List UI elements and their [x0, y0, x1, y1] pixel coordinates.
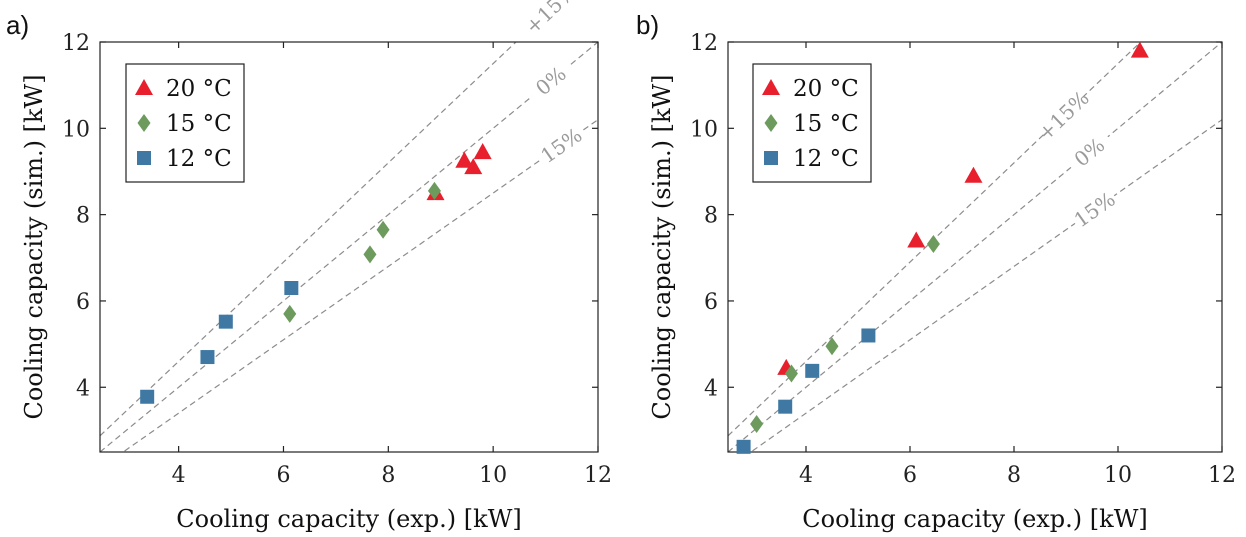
data-point — [964, 166, 983, 183]
data-point — [825, 337, 839, 356]
reference-label-bg — [1067, 185, 1121, 233]
legend-marker — [764, 151, 778, 165]
panel-label: b) — [636, 10, 659, 40]
legend-marker — [137, 114, 151, 132]
y-tick-label: 6 — [76, 290, 90, 315]
data-point — [1130, 41, 1149, 58]
x-tick-label: 12 — [1208, 463, 1236, 488]
y-tick-label: 10 — [690, 117, 718, 142]
y-axis-label: Cooling capacity (sim.) [kW] — [20, 74, 48, 419]
panel-label: a) — [6, 10, 29, 40]
reference-label: +15% — [520, 0, 581, 39]
reference-line — [100, 42, 598, 452]
y-tick-label: 10 — [62, 117, 90, 142]
data-point — [284, 281, 299, 295]
x-tick-label: 4 — [799, 463, 813, 488]
y-tick-label: 4 — [76, 376, 90, 401]
reference-lines — [728, 42, 1222, 452]
legend: 20 °C 15 °C 12 °C — [125, 63, 245, 183]
data-point — [473, 143, 492, 160]
y-tick-label: 12 — [62, 31, 90, 56]
y-axis-label: Cooling capacity (sim.) [kW] — [648, 74, 676, 419]
reference-line — [728, 42, 1142, 437]
legend-marker — [762, 79, 780, 96]
legend-label: 20 °C — [793, 76, 859, 102]
x-tick-label: 4 — [172, 463, 186, 488]
series-diamond — [750, 234, 940, 433]
reference-label-bg — [524, 0, 576, 34]
reference-label-bg — [524, 55, 577, 105]
data-point — [363, 245, 377, 264]
data-point — [750, 414, 764, 433]
reference-line — [728, 42, 1222, 452]
legend-marker — [137, 151, 151, 165]
data-point — [926, 234, 940, 253]
legend-label: 15 °C — [166, 111, 232, 137]
reference-line — [100, 42, 517, 437]
x-tick-label: 8 — [381, 463, 395, 488]
y-tick-label: 12 — [690, 31, 718, 56]
series-diamond — [283, 181, 441, 323]
legend-label: 12 °C — [166, 146, 232, 172]
legend-label: 15 °C — [793, 111, 859, 137]
plot-frame — [99, 41, 599, 453]
y-tick-label: 8 — [704, 204, 718, 229]
y-tick-label: 8 — [76, 204, 90, 229]
reference-label-bg — [534, 120, 588, 169]
data-point — [455, 151, 474, 168]
reference-label-bg — [1037, 89, 1089, 141]
data-point — [200, 350, 215, 365]
data-point — [805, 363, 820, 378]
plot-frame — [727, 41, 1223, 453]
x-tick-label: 6 — [276, 463, 290, 488]
data-point — [140, 389, 155, 404]
reference-line — [749, 119, 1222, 452]
data-point — [907, 231, 926, 248]
x-axis-label: Cooling capacity (exp.) [kW] — [176, 505, 521, 533]
series-square — [736, 328, 876, 454]
data-point — [778, 399, 793, 414]
data-point — [427, 181, 441, 200]
legend-marker — [764, 114, 778, 132]
data-point — [464, 158, 483, 175]
data-point — [861, 328, 876, 343]
reference-line — [122, 119, 598, 452]
x-tick-label: 8 — [1007, 463, 1021, 488]
data-point — [218, 314, 233, 329]
reference-lines — [100, 42, 598, 452]
data-point — [784, 364, 798, 383]
data-point — [283, 304, 297, 323]
data-point — [376, 220, 390, 239]
y-tick-label: 6 — [704, 290, 718, 315]
x-tick-label: 12 — [584, 463, 612, 488]
series-square — [140, 281, 299, 404]
legend: 20 °C 15 °C 12 °C — [752, 63, 872, 183]
reference-label-bg — [1062, 126, 1115, 176]
x-tick-label: 6 — [903, 463, 917, 488]
reference-label: +15% — [1033, 86, 1094, 146]
legend-label: 20 °C — [166, 76, 232, 102]
legend-label: 12 °C — [793, 146, 859, 172]
legend-marker — [135, 79, 153, 96]
y-tick-label: 4 — [704, 376, 718, 401]
x-tick-label: 10 — [479, 463, 507, 488]
x-axis-label: Cooling capacity (exp.) [kW] — [802, 505, 1147, 533]
data-point — [736, 439, 751, 454]
x-tick-label: 10 — [1104, 463, 1132, 488]
